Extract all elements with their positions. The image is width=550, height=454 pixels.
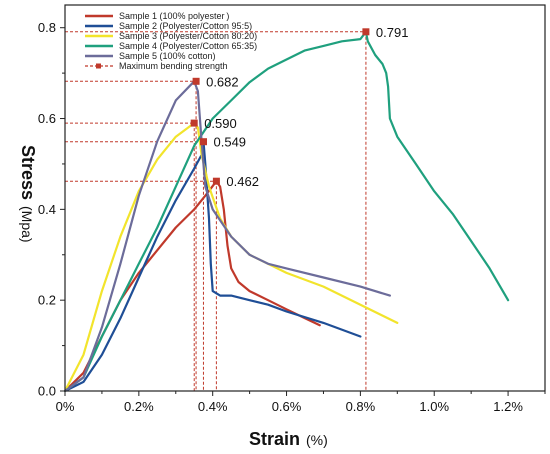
x-tick-label-6: 1.2%	[493, 399, 523, 414]
max-point-label-5: 0.682	[206, 74, 239, 89]
x-tick-label-2: 0.4%	[198, 399, 228, 414]
max-point-label-2: 0.549	[214, 135, 247, 150]
y-axis-unit: (Mpa)	[19, 206, 35, 243]
series-line-2	[63, 140, 362, 393]
series-lines	[63, 30, 510, 393]
y-tick-label-0: 0.0	[38, 384, 56, 399]
max-point-marker-2	[200, 138, 207, 146]
y-tick-label-4: 0.8	[38, 20, 56, 35]
max-point-marker-3	[190, 119, 198, 127]
y-axis-ticks: 0.0 0.2 0.4 0.6 0.8	[38, 20, 65, 399]
max-point-marker-1	[212, 177, 220, 185]
x-tick-label-5: 1.0%	[419, 399, 449, 414]
legend-label-3: Sample 3 (Polyester/Cotton 80:20)	[119, 31, 257, 41]
x-tick-label-4: 0.8%	[346, 399, 376, 414]
y-tick-label-3: 0.6	[38, 111, 56, 126]
x-axis-unit: (%)	[306, 432, 328, 448]
max-point-marker-5	[192, 77, 200, 85]
y-axis-title: Stress	[18, 145, 38, 200]
max-point-label-1: 0.462	[226, 174, 259, 189]
x-axis-ticks: 0% 0.2% 0.4% 0.6% 0.8% 1.0% 1.2%	[56, 391, 546, 414]
max-point-guide-lines	[65, 31, 367, 391]
max-point-markers	[190, 28, 370, 185]
y-tick-label-1: 0.2	[38, 293, 56, 308]
legend-label-2: Sample 2 (Polyester/Cotton 95:5)	[119, 21, 252, 31]
max-point-labels: 0.462 0.549 0.590 0.791 0.682	[204, 25, 408, 189]
legend-label-max: Maximum bending strength	[119, 61, 228, 71]
x-tick-label-3: 0.6%	[272, 399, 302, 414]
plot-frame	[64, 4, 546, 392]
legend-label-5: Sample 5 (100% cotton)	[119, 51, 216, 61]
x-axis-title: Strain	[249, 429, 300, 449]
max-point-label-3: 0.590	[204, 116, 237, 131]
legend-marker-max	[96, 63, 101, 69]
legend: Sample 1 (100% polyester )Sample 2 (Poly…	[85, 11, 257, 71]
series-line-3	[63, 122, 399, 393]
x-tick-label-1: 0.2%	[124, 399, 154, 414]
legend-label-4: Sample 4 (Polyester/Cotton 65:35)	[119, 41, 257, 51]
series-line-4	[63, 30, 510, 393]
x-tick-label-0: 0%	[56, 399, 75, 414]
y-tick-label-2: 0.4	[38, 202, 56, 217]
max-point-marker-4	[362, 28, 370, 36]
max-point-label-4: 0.791	[376, 25, 409, 40]
legend-label-1: Sample 1 (100% polyester )	[119, 11, 229, 21]
